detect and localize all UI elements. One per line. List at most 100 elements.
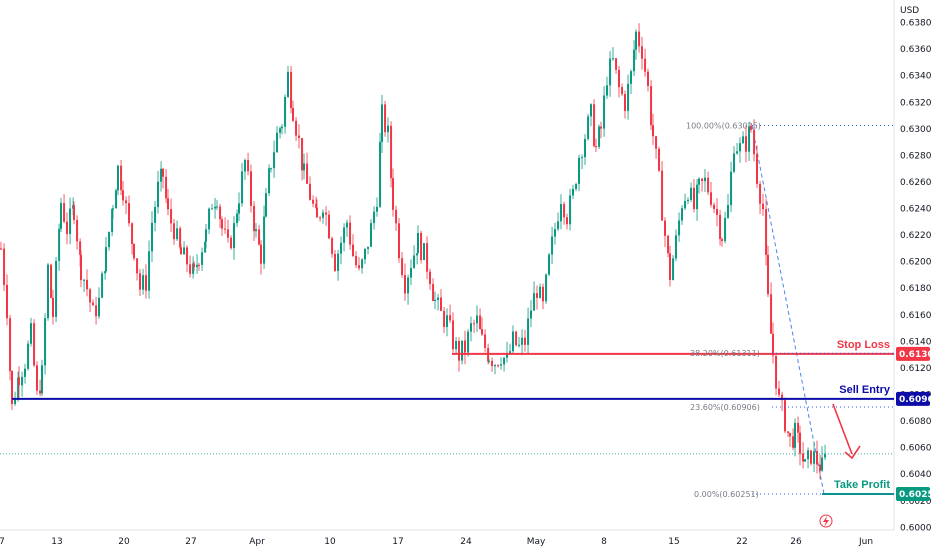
candle bbox=[387, 117, 389, 143]
candle bbox=[630, 69, 632, 95]
candle bbox=[238, 192, 240, 221]
candle-body bbox=[797, 422, 800, 433]
candle bbox=[316, 199, 318, 218]
candle bbox=[530, 300, 532, 328]
candle bbox=[742, 131, 745, 144]
candle-body bbox=[784, 400, 786, 432]
lightning-icon[interactable] bbox=[819, 514, 833, 528]
time-axis[interactable]: 7 13 20 27 Apr 10 17 24 May 8 15 22 26 Jun bbox=[0, 537, 873, 547]
candle-body bbox=[416, 253, 419, 256]
candle bbox=[0, 241, 2, 251]
candle bbox=[494, 363, 496, 375]
fib-diagonal-line bbox=[751, 125, 825, 495]
time-tick-label: Apr bbox=[249, 537, 265, 547]
candle bbox=[352, 234, 354, 258]
candle bbox=[287, 65, 289, 99]
candle bbox=[440, 289, 442, 312]
candle-body bbox=[624, 94, 626, 111]
candle-body bbox=[227, 229, 229, 238]
candle-body bbox=[21, 376, 24, 386]
candlestick-series bbox=[0, 23, 827, 480]
candle bbox=[349, 215, 352, 250]
candle-body bbox=[730, 171, 733, 206]
candle-body bbox=[334, 253, 336, 271]
candle-body bbox=[281, 126, 283, 129]
candle-body bbox=[52, 297, 54, 317]
candle bbox=[312, 195, 315, 208]
candle-body bbox=[322, 212, 324, 218]
candle-body bbox=[233, 223, 235, 249]
candle-body bbox=[661, 170, 664, 221]
price-badge-text: 0.60251 bbox=[899, 490, 932, 500]
candle-body bbox=[47, 264, 49, 319]
candle bbox=[219, 203, 222, 228]
candle-body bbox=[133, 243, 135, 259]
candle-body bbox=[241, 171, 244, 204]
candle-body bbox=[804, 459, 806, 462]
candle bbox=[227, 219, 229, 243]
price-badge: 0.61306 bbox=[896, 346, 932, 361]
candle-body bbox=[183, 247, 186, 255]
candle-body bbox=[548, 254, 550, 275]
candle bbox=[410, 259, 412, 286]
candle-body bbox=[618, 69, 620, 88]
fib-level-label: 100.00%(0.63025) bbox=[686, 122, 761, 131]
candle-body bbox=[696, 184, 699, 210]
candle bbox=[719, 209, 722, 246]
candle-body bbox=[230, 237, 233, 249]
candle-body bbox=[509, 351, 512, 354]
candle-body bbox=[160, 168, 163, 182]
candle-body bbox=[352, 244, 354, 256]
candle bbox=[151, 211, 153, 262]
candle bbox=[192, 256, 195, 279]
candle bbox=[753, 119, 756, 162]
candle-body bbox=[387, 125, 389, 133]
candle bbox=[792, 428, 795, 451]
candle bbox=[784, 397, 786, 434]
candle bbox=[423, 242, 425, 261]
candle-body bbox=[196, 264, 199, 268]
candle-body bbox=[63, 203, 66, 222]
candle-body bbox=[346, 222, 348, 228]
price-axis[interactable]: 0.600000.602000.604000.606000.608000.610… bbox=[896, 19, 932, 534]
candle bbox=[524, 329, 526, 352]
candle-body bbox=[488, 360, 490, 362]
candle bbox=[672, 255, 675, 281]
candle bbox=[789, 432, 791, 447]
candle-body bbox=[794, 422, 796, 448]
candle bbox=[66, 212, 68, 245]
candle bbox=[41, 359, 43, 397]
candle-body bbox=[208, 208, 211, 230]
candle-body bbox=[33, 323, 36, 366]
candle-body bbox=[491, 360, 494, 366]
candle bbox=[260, 240, 262, 275]
candle bbox=[452, 312, 454, 353]
candle-body bbox=[198, 264, 200, 266]
candle bbox=[484, 329, 487, 353]
candle bbox=[189, 255, 192, 278]
candle-body bbox=[638, 31, 641, 47]
candle-body bbox=[750, 126, 752, 130]
candle bbox=[470, 316, 472, 342]
candle-body bbox=[807, 450, 810, 460]
candle bbox=[221, 216, 223, 237]
candle bbox=[545, 273, 548, 304]
candle bbox=[678, 212, 681, 242]
candle bbox=[684, 193, 687, 210]
candle-body bbox=[303, 163, 305, 171]
candle-body bbox=[775, 355, 778, 389]
candle-body bbox=[355, 255, 358, 266]
candle bbox=[120, 160, 123, 196]
candle bbox=[713, 202, 716, 213]
candle-body bbox=[292, 107, 294, 121]
candle bbox=[404, 263, 406, 301]
candle-body bbox=[258, 229, 261, 245]
candle bbox=[364, 248, 366, 265]
candle bbox=[112, 204, 114, 219]
candle bbox=[343, 223, 346, 252]
